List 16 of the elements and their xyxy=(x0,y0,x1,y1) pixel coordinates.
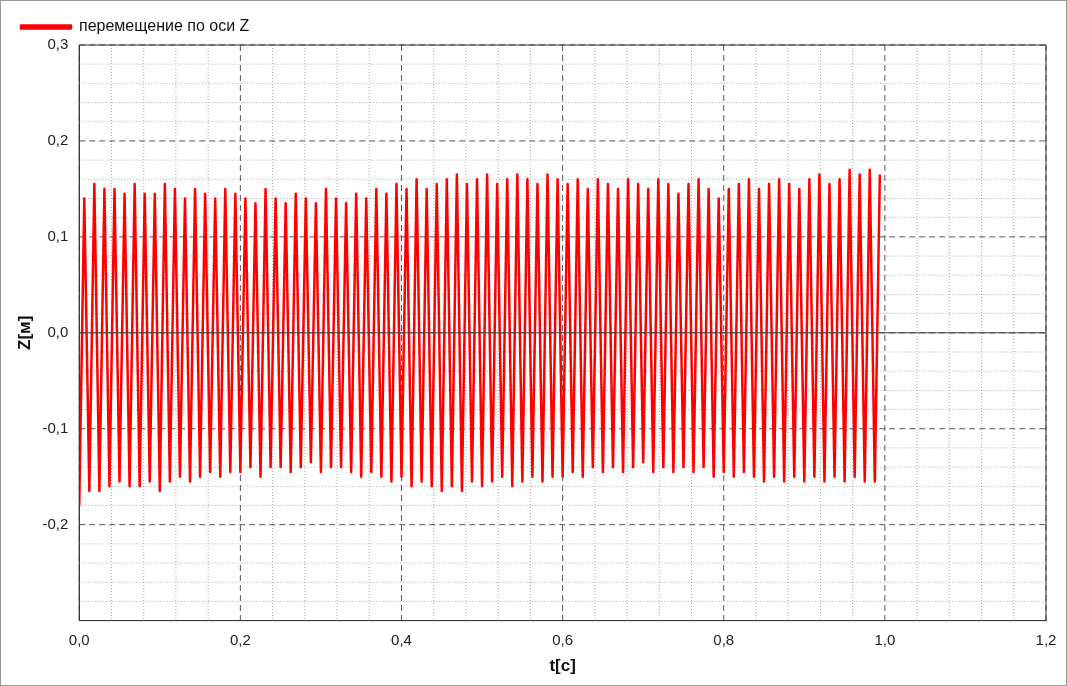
y-tick-label: 0,0 xyxy=(47,322,69,340)
x-tick-label: 1,2 xyxy=(1035,630,1057,648)
x-tick-label: 0,8 xyxy=(713,630,735,648)
x-tick-label: 0,4 xyxy=(391,630,412,648)
x-tick-label: 0,6 xyxy=(552,630,574,648)
y-tick-label: -0,2 xyxy=(42,514,69,532)
legend-label: перемещение по оси Z xyxy=(79,17,250,35)
y-tick-label: -0,1 xyxy=(42,418,69,436)
x-tick-label: 0,0 xyxy=(68,630,90,648)
y-tick-label: 0,2 xyxy=(47,131,69,149)
x-tick-label: 1,0 xyxy=(874,630,896,648)
y-axis-title: Z[м] xyxy=(14,315,34,350)
y-tick-label: 0,3 xyxy=(47,35,69,53)
x-tick-label: 0,2 xyxy=(229,630,251,648)
x-axis-title: t[c] xyxy=(549,656,576,676)
y-tick-label: 0,1 xyxy=(47,227,69,245)
